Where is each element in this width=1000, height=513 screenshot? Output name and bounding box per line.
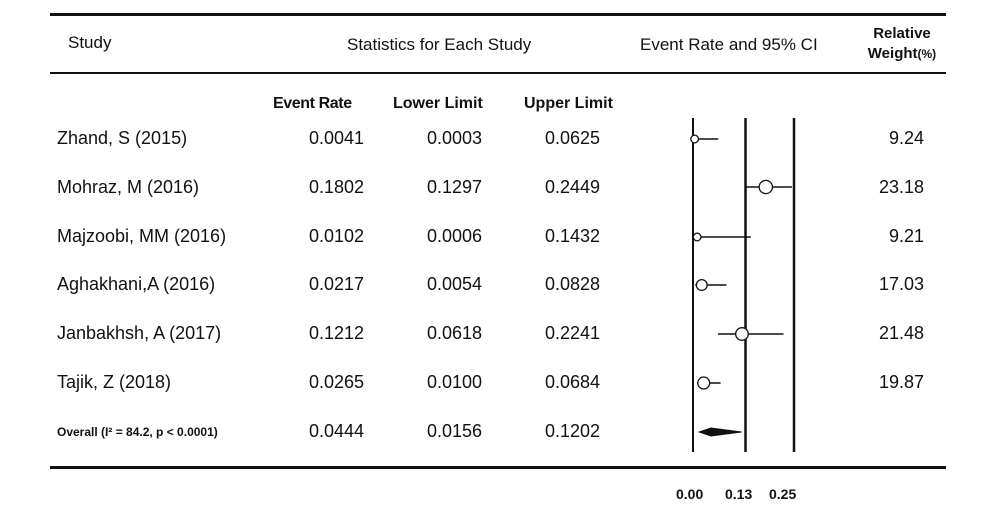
x-tick-label: 0.25 [769,486,797,502]
event-rate-value: 0.0102 [308,226,364,246]
lower-limit-value: 0.0054 [426,274,482,294]
lower-limit-value: 0.0003 [426,128,482,148]
point-estimate [697,376,711,390]
header-weight-line1: Relative [873,25,931,42]
overall-label: Overall (I² = 84.2, p < 0.0001) [57,425,218,439]
header-weight-line2: Weight(%) [848,44,956,64]
study-name: Zhand, S (2015) [57,128,188,148]
x-tick-label: 0.00 [676,486,704,502]
subheader-event-rate: Event Rate [273,95,352,112]
study-name: Tajik, Z (2018) [57,372,172,392]
weight-value: 19.87 [878,372,924,392]
event-rate-value: 0.1802 [308,177,364,197]
header-stats: Statistics for Each Study [347,35,532,54]
header-study: Study [68,33,112,52]
study-name: Aghakhani,A (2016) [57,274,216,294]
upper-limit-value: 0.0625 [544,128,600,148]
point-estimate [692,232,702,242]
table-top-rule [50,13,946,16]
point-estimate [690,134,700,144]
overall-diamond [697,427,742,437]
lower-limit-value: 0.0100 [426,372,482,392]
overall-upper-limit: 0.1202 [544,421,600,441]
header-weight: Relative Weight(%) [848,24,956,64]
header-weight-word: Weight [867,45,918,62]
upper-limit-value: 0.2241 [544,323,600,343]
point-estimate [695,278,708,292]
upper-limit-value: 0.0684 [544,372,600,392]
study-name: Majzoobi, MM (2016) [57,226,227,246]
point-estimate [735,327,749,341]
event-rate-value: 0.0265 [308,372,364,392]
upper-limit-value: 0.1432 [544,226,600,246]
weight-value: 21.48 [878,323,924,343]
point-estimate [758,179,774,195]
weight-value: 17.03 [878,274,924,294]
lower-limit-value: 0.0618 [426,323,482,343]
x-tick-label: 0.13 [725,486,753,502]
weight-value: 9.24 [888,128,924,148]
table-bottom-rule [50,466,946,469]
subheader-upper-limit: Upper Limit [524,95,613,112]
study-name: Janbakhsh, A (2017) [57,323,222,343]
overall-event-rate: 0.0444 [308,421,364,441]
event-rate-value: 0.1212 [308,323,364,343]
weight-value: 9.21 [888,226,924,246]
table-header-rule [50,72,946,74]
study-name: Mohraz, M (2016) [57,177,200,197]
weight-value: 23.18 [878,177,924,197]
upper-limit-value: 0.2449 [544,177,600,197]
subheader-lower-limit: Lower Limit [393,95,483,112]
overall-lower-limit: 0.0156 [426,421,482,441]
lower-limit-value: 0.0006 [426,226,482,246]
event-rate-value: 0.0041 [308,128,364,148]
header-weight-unit: (%) [917,47,937,61]
event-rate-value: 0.0217 [308,274,364,294]
lower-limit-value: 0.1297 [426,177,482,197]
header-ci: Event Rate and 95% CI [640,35,818,54]
upper-limit-value: 0.0828 [544,274,600,294]
